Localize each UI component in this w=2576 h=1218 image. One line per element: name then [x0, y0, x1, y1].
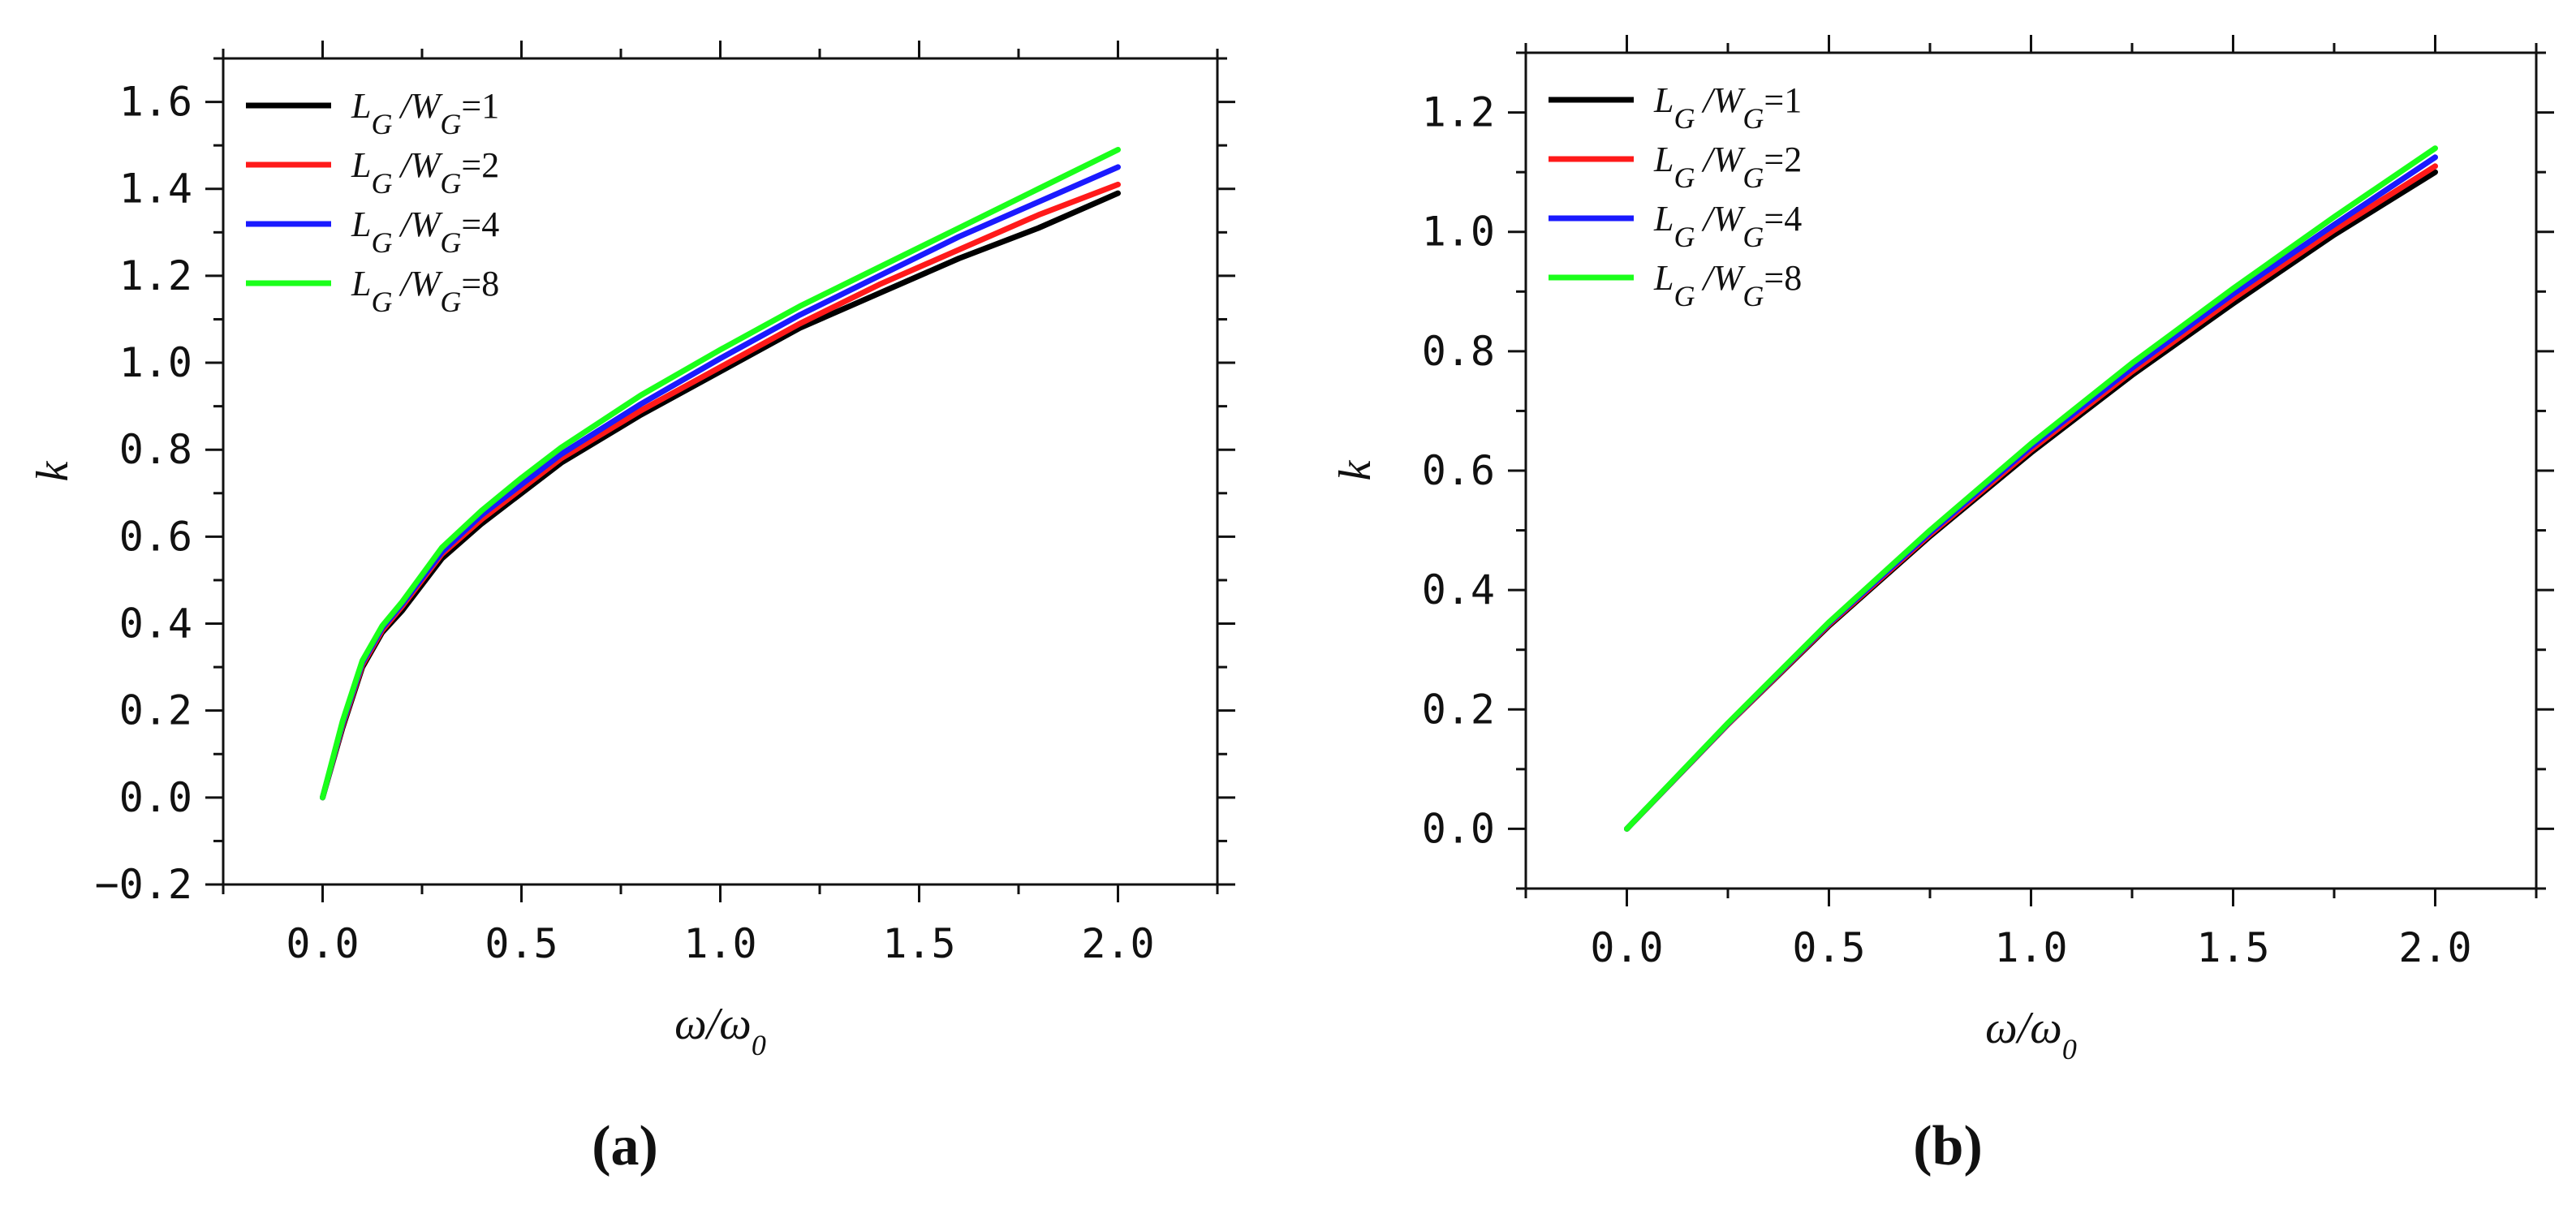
y-tick-label: 0.4 — [119, 600, 192, 648]
y-axis-title: k — [1330, 459, 1381, 480]
y-tick-label: 1.0 — [1422, 209, 1495, 256]
y-tick-label: 0.6 — [119, 513, 192, 560]
y-tick-label: 0.6 — [1422, 447, 1495, 494]
series-line-1 — [1624, 169, 2438, 832]
legend-label-3: LG/WG=4 — [351, 204, 499, 259]
y-tick-label: 0.8 — [1422, 328, 1495, 375]
legend-label-4: LG/WG=8 — [1653, 258, 1802, 312]
x-axis-title: ω/ω0 — [674, 999, 766, 1061]
y-tick-label: 1.6 — [119, 79, 192, 126]
x-tick-label: 0.0 — [1590, 924, 1663, 971]
x-axis-title-subscript: 0 — [752, 1029, 766, 1061]
series-line-2 — [320, 181, 1121, 801]
y-tick-label: −0.2 — [95, 861, 192, 908]
x-tick-label: 0.5 — [485, 920, 558, 967]
x-axis-title-subscript: 0 — [2062, 1033, 2077, 1065]
chart-panel-a: 0.0 0.5 1.0 1.5 2.0 −0.2 0.0 0.2 0.4 0.6 0.8 1.0 1.2… — [28, 41, 1235, 1177]
x-tick-label: 1.0 — [1994, 924, 2067, 971]
y-tick-label: 0.2 — [119, 687, 192, 734]
x-tick-label: 1.0 — [683, 920, 756, 967]
legend-label-1: LG/WG=1 — [351, 86, 499, 140]
series-line-4 — [1624, 145, 2438, 832]
y-tick-label: 1.0 — [119, 339, 192, 386]
legend-label-4: LG/WG=8 — [351, 264, 499, 318]
x-tick-label: 2.0 — [1081, 920, 1154, 967]
chart-panel-b: 0.0 0.5 1.0 1.5 2.0 0.0 0.2 0.4 0.6 0.8 1.0 1.2 ω/ω0… — [1330, 35, 2554, 1177]
legend-label-1: LG/WG=1 — [1653, 80, 1802, 135]
series-line-2 — [1624, 163, 2438, 832]
x-tick-label: 2.0 — [2398, 924, 2471, 971]
series-line-4 — [320, 147, 1121, 801]
y-tick-label: 0.4 — [1422, 566, 1495, 613]
y-tick-label: 0.8 — [119, 426, 192, 473]
y-tick-label: 1.4 — [119, 166, 192, 213]
y-tick-label: 0.0 — [119, 774, 192, 821]
panel-caption: (a) — [592, 1115, 658, 1177]
x-tick-label: 1.5 — [882, 920, 955, 967]
y-axis-title: k — [28, 460, 78, 481]
series-line-1 — [320, 190, 1121, 801]
x-tick-label: 0.5 — [1792, 924, 1865, 971]
legend-label-2: LG/WG=2 — [351, 145, 499, 200]
y-tick-label: 0.0 — [1422, 805, 1495, 852]
x-tick-label: 1.5 — [2196, 924, 2269, 971]
y-tick-label: 1.2 — [119, 252, 192, 299]
legend-label-2: LG/WG=2 — [1653, 140, 1802, 194]
legend-label-3: LG/WG=4 — [1653, 199, 1802, 253]
series-line-3 — [320, 164, 1121, 801]
y-tick-label: 0.2 — [1422, 686, 1495, 733]
y-tick-label: 1.2 — [1422, 89, 1495, 136]
x-axis-title: ω/ω0 — [1985, 1003, 2077, 1065]
panel-caption: (b) — [1913, 1115, 1983, 1177]
series-line-3 — [1624, 154, 2438, 832]
x-tick-label: 0.0 — [286, 920, 359, 967]
